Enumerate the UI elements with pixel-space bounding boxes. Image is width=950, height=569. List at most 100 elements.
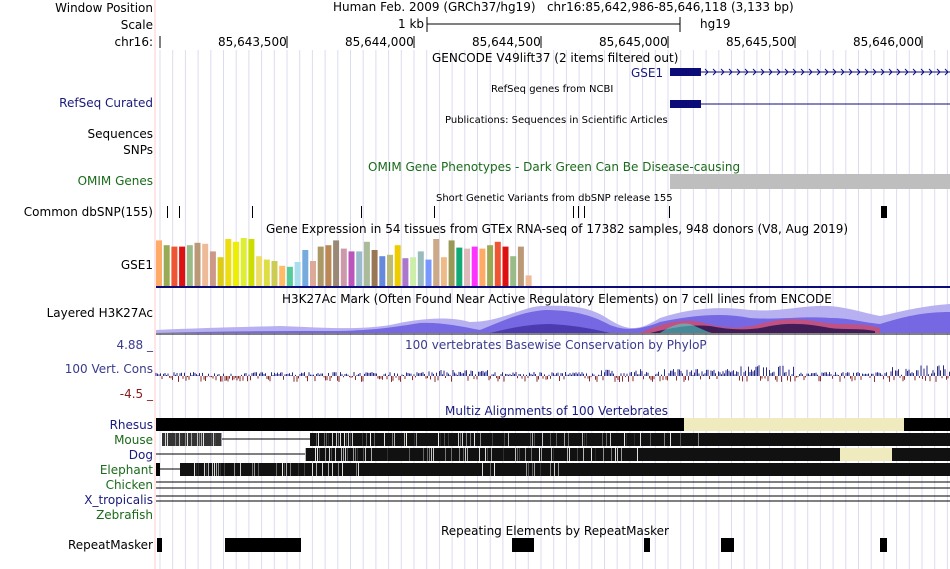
- gtex-tissue-bar: [202, 243, 209, 286]
- scale-text: 1 kb: [398, 17, 425, 31]
- gtex-tissue-bar: [517, 246, 524, 286]
- repeat-element: [157, 538, 162, 552]
- refseq-gene[interactable]: [670, 100, 950, 108]
- gtex-tissue-bar: [394, 245, 401, 286]
- repeatmasker-blocks[interactable]: [157, 538, 887, 552]
- position-title: Human Feb. 2009 (GRCh37/hg19) chr16:85,6…: [333, 0, 794, 14]
- repeat-element: [721, 538, 734, 552]
- assembly-name: hg19: [700, 17, 731, 31]
- conservation-wiggle[interactable]: [155, 365, 950, 382]
- ruler-tick-label: 85,644,500: [472, 35, 541, 49]
- h3k27ac-track-label[interactable]: Layered H3K27Ac: [46, 306, 153, 320]
- gtex-tissue-bar: [209, 251, 216, 286]
- gtex-tissue-bar: [163, 245, 170, 286]
- refseq-track-label[interactable]: RefSeq Curated: [59, 96, 153, 110]
- gtex-tissue-bar: [494, 241, 501, 286]
- refseq-track-title[interactable]: RefSeq genes from NCBI: [491, 84, 614, 95]
- gencode-gene-gse1[interactable]: [670, 68, 950, 76]
- multiz-dog[interactable]: [156, 448, 950, 461]
- multiz-track-title[interactable]: Multiz Alignments of 100 Vertebrates: [445, 404, 669, 418]
- snps-track-label[interactable]: SNPs: [123, 143, 153, 157]
- gtex-tissue-bar: [225, 239, 232, 286]
- repeat-element: [880, 538, 887, 552]
- species-rhesus[interactable]: Rhesus: [109, 418, 153, 432]
- multiz-elephant[interactable]: [156, 463, 950, 476]
- h3k27ac-signal[interactable]: [156, 304, 950, 333]
- snp-mark: [252, 206, 253, 218]
- gtex-tissue-bar: [502, 246, 509, 286]
- gtex-tissue-bar: [156, 240, 162, 286]
- multiz-chicken[interactable]: [156, 481, 950, 489]
- snp-mark: [884, 206, 887, 218]
- dbsnp-track-title[interactable]: Short Genetic Variants from dbSNP releas…: [436, 193, 673, 204]
- repeat-element: [644, 538, 650, 552]
- ruler-tick-label: 85,645,000: [599, 35, 668, 49]
- species-dog[interactable]: Dog: [128, 448, 153, 462]
- ruler-tick-label: 85,643,500: [218, 35, 287, 49]
- dbsnp-track-label[interactable]: Common dbSNP(155): [23, 205, 153, 219]
- multiz-mouse[interactable]: [162, 433, 950, 446]
- sequences-track-label[interactable]: Sequences: [87, 127, 153, 141]
- species-elephant[interactable]: Elephant: [99, 463, 153, 477]
- gtex-tissue-bar: [525, 275, 532, 286]
- species-chicken[interactable]: Chicken: [105, 478, 153, 492]
- snp-mark: [434, 206, 435, 218]
- cons-track-label[interactable]: 100 Vert. Cons: [64, 362, 153, 376]
- cons-min-label: -4.5 _: [119, 387, 153, 401]
- window-position-label: Window Position: [55, 1, 153, 15]
- publications-track-title[interactable]: Publications: Sequences in Scientific Ar…: [445, 115, 668, 126]
- ruler-tick-label: 85,645,500: [726, 35, 795, 49]
- gtex-tissue-bar: [371, 250, 378, 286]
- gtex-tissue-bar: [433, 239, 440, 286]
- gtex-tissue-bar: [317, 246, 324, 286]
- gtex-tissue-bar: [487, 245, 494, 286]
- dbsnp-variants[interactable]: [167, 206, 887, 218]
- gtex-tissue-bar: [464, 248, 470, 286]
- gtex-track-label[interactable]: GSE1: [120, 258, 153, 272]
- multiz-xtropicalis[interactable]: [156, 495, 950, 502]
- gtex-tissue-bar: [217, 257, 224, 286]
- scale-bar: [426, 17, 681, 32]
- gtex-tissue-bar: [379, 256, 386, 286]
- snp-mark: [584, 206, 585, 218]
- gencode-gene-label[interactable]: GSE1: [631, 66, 664, 80]
- gtex-tissue-bar: [179, 246, 186, 286]
- gtex-tissue-bar: [256, 256, 263, 286]
- gtex-tissue-bar: [340, 248, 347, 286]
- gtex-expression-bars[interactable]: [156, 238, 532, 286]
- gtex-tissue-bar: [171, 246, 178, 286]
- ruler-tick-label: 85,644,000: [345, 35, 414, 49]
- gtex-tissue-bar: [510, 256, 517, 286]
- gtex-tissue-bar: [456, 247, 463, 286]
- multiz-rhesus[interactable]: [156, 418, 950, 431]
- gtex-tissue-bar: [248, 239, 255, 286]
- gtex-tissue-bar: [279, 265, 286, 286]
- snp-mark: [179, 206, 180, 218]
- gtex-tissue-bar: [186, 245, 193, 286]
- gtex-tissue-bar: [263, 259, 270, 286]
- rmsk-track-title[interactable]: Repeating Elements by RepeatMasker: [441, 524, 669, 538]
- gtex-tissue-bar: [194, 242, 201, 286]
- omim-gene-bar[interactable]: [670, 174, 950, 189]
- scale-label: Scale: [120, 18, 153, 32]
- gtex-tissue-bar: [387, 254, 393, 286]
- species-mouse[interactable]: Mouse: [114, 433, 153, 447]
- gtex-tissue-bar: [402, 258, 409, 286]
- gtex-tissue-bar: [333, 240, 340, 286]
- gtex-tissue-bar: [348, 251, 355, 286]
- h3k27ac-track-title[interactable]: H3K27Ac Mark (Often Found Near Active Re…: [282, 292, 832, 306]
- rmsk-track-label[interactable]: RepeatMasker: [67, 538, 153, 552]
- omim-track-title[interactable]: OMIM Gene Phenotypes - Dark Green Can Be…: [368, 160, 741, 174]
- cons-track-title[interactable]: 100 vertebrates Basewise Conservation by…: [405, 338, 707, 352]
- cons-max-label: 4.88 _: [116, 338, 153, 352]
- gtex-tissue-bar: [425, 259, 432, 286]
- repeat-element: [512, 538, 534, 552]
- snp-mark: [578, 206, 579, 218]
- gtex-track-title[interactable]: Gene Expression in 54 tissues from GTEx …: [266, 222, 849, 236]
- omim-track-label[interactable]: OMIM Genes: [77, 174, 153, 188]
- species-xtropicalis[interactable]: X_tropicalis: [84, 493, 153, 507]
- gtex-tissue-bar: [294, 262, 301, 286]
- species-zebrafish[interactable]: Zebrafish: [96, 508, 153, 522]
- gencode-track-title[interactable]: GENCODE V49lift37 (2 items filtered out): [432, 51, 679, 65]
